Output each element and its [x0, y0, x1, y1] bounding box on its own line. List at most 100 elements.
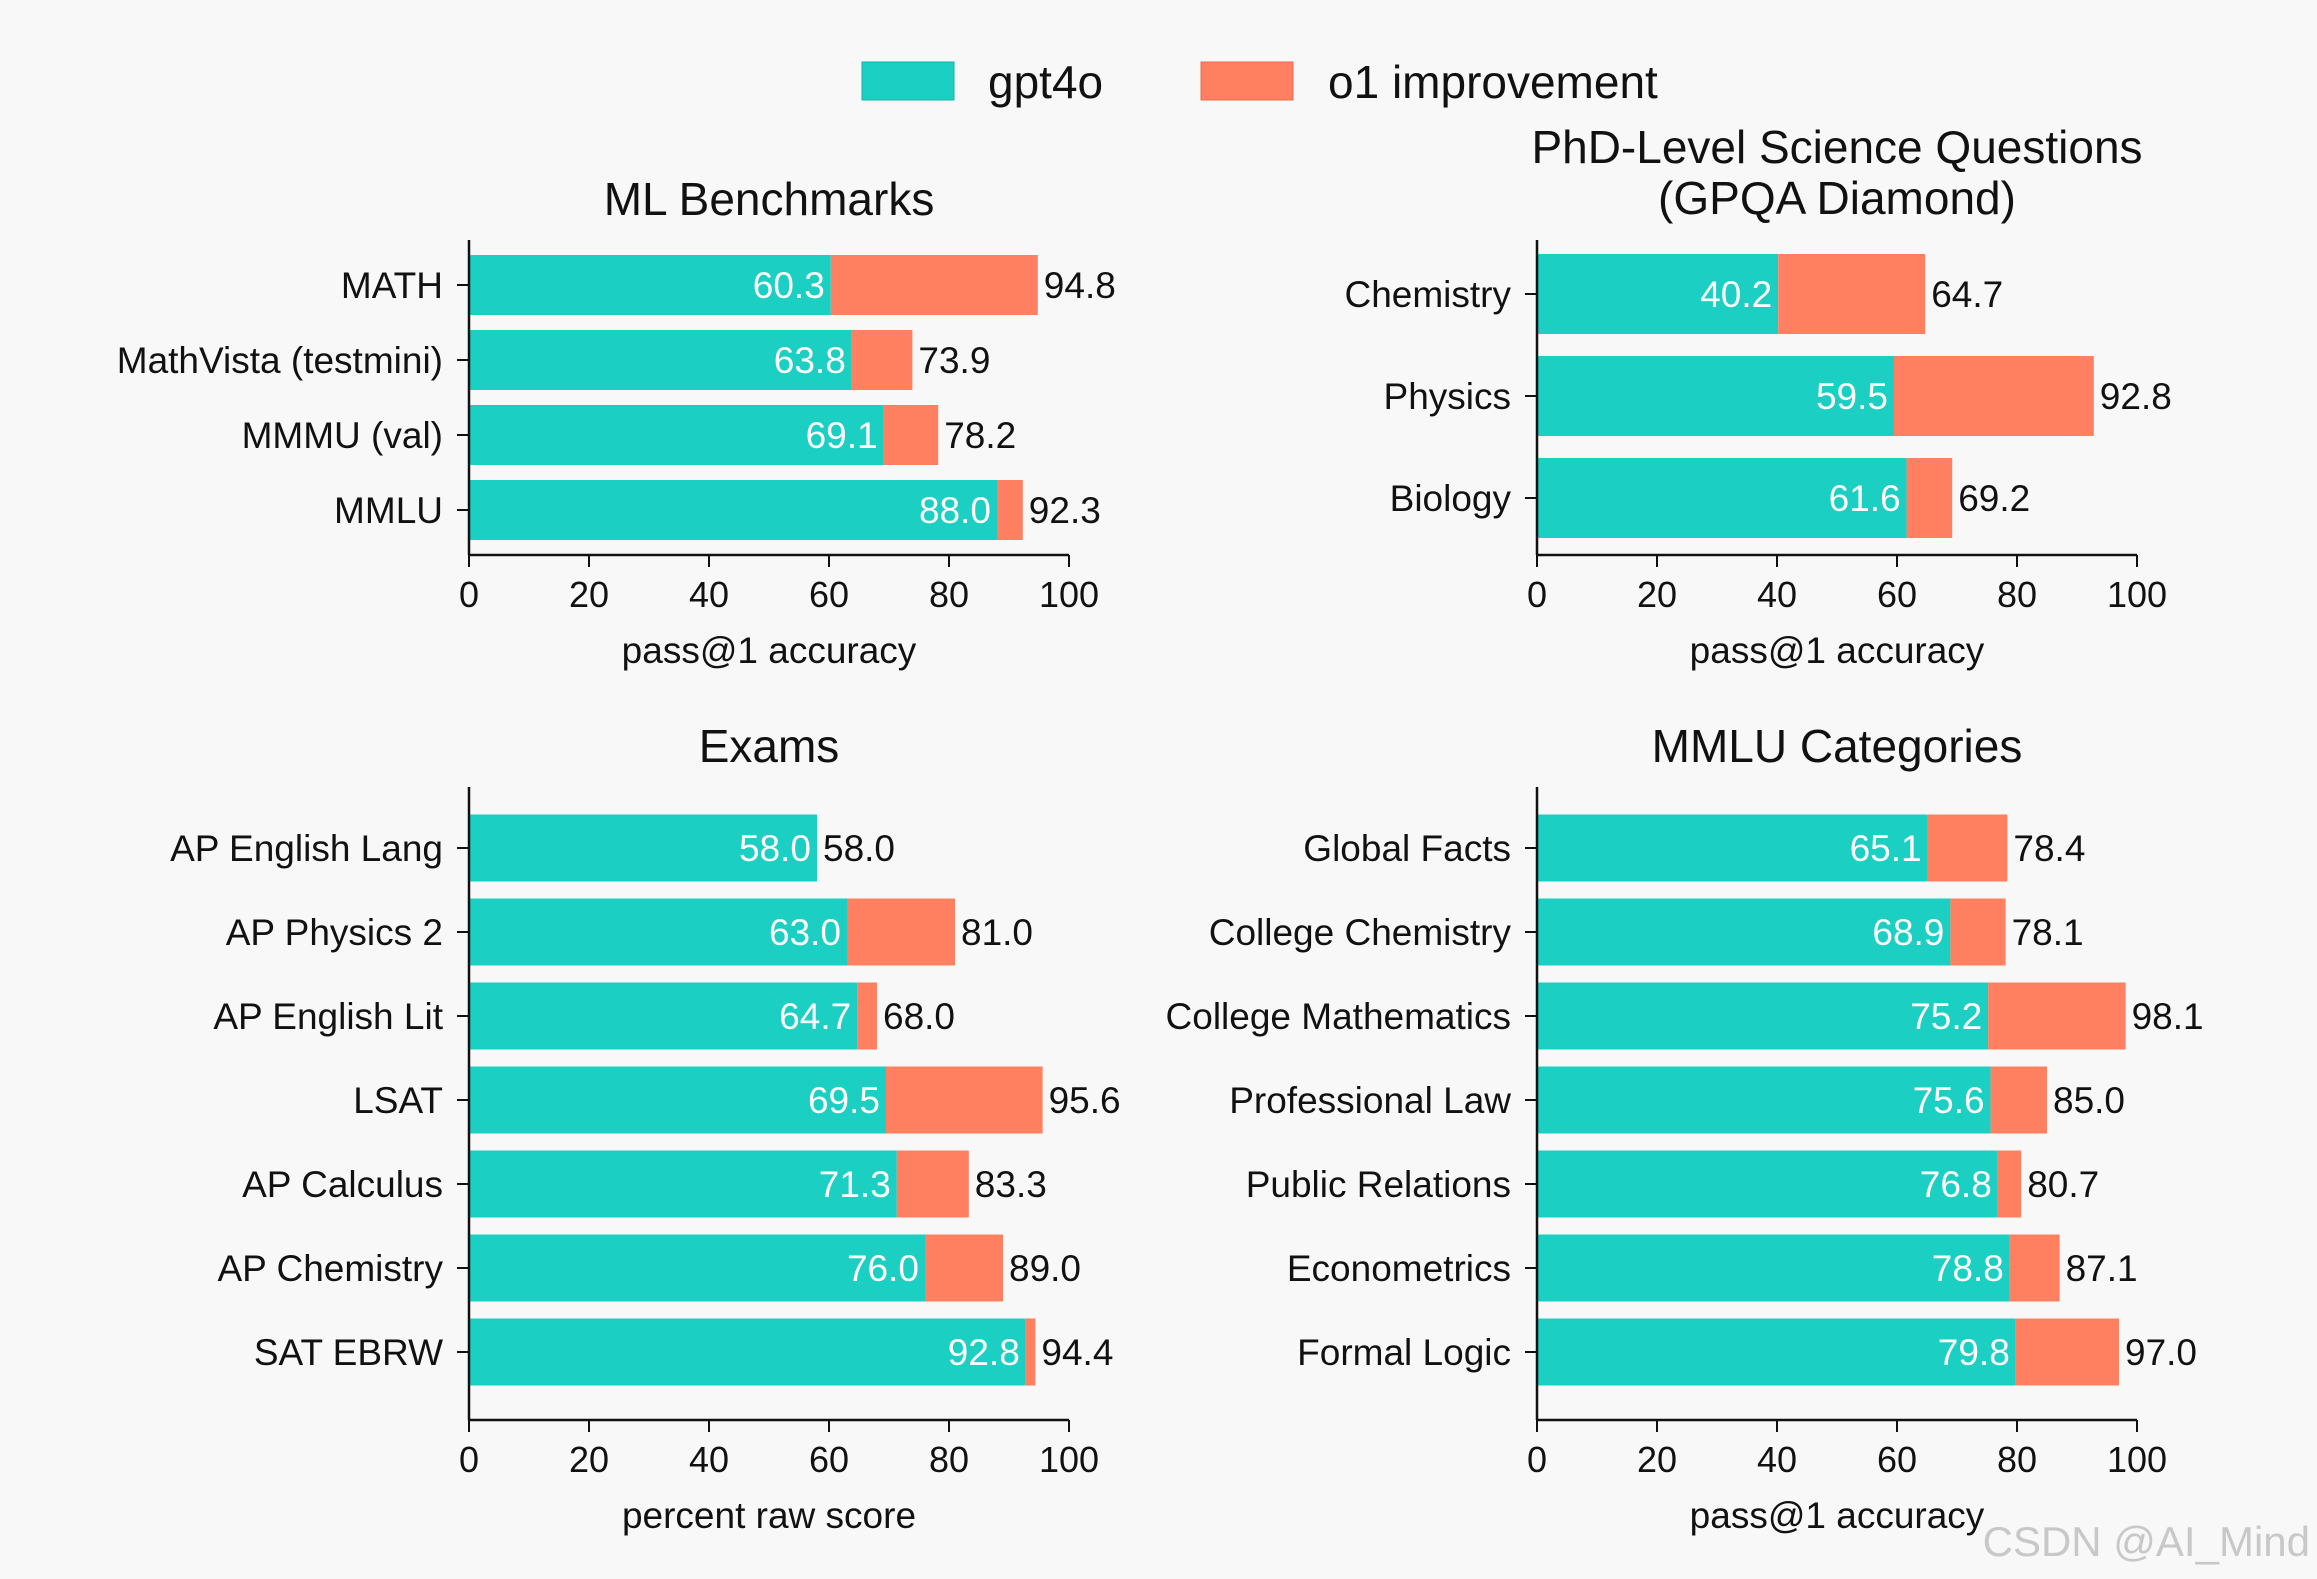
bar-value-label: 76.0 [847, 1248, 919, 1289]
bar-value-label: 65.1 [1850, 828, 1922, 869]
bar-o1-improvement [847, 898, 955, 966]
bar-gpt4o [1537, 814, 1928, 882]
bar-value-label: 78.8 [1932, 1248, 2004, 1289]
legend-label-o1-improvement: o1 improvement [1328, 56, 1658, 108]
bar-o1-improvement [1990, 1066, 2047, 1134]
bar-total-label: 58.0 [823, 828, 895, 869]
x-tick-label: 60 [809, 1439, 849, 1480]
bar-total-label: 98.1 [2132, 996, 2204, 1037]
bar-value-label: 63.0 [769, 912, 841, 953]
bar-gpt4o [469, 330, 852, 390]
x-tick-label: 100 [2107, 1439, 2167, 1480]
bar-gpt4o [469, 480, 997, 540]
bar-total-label: 92.8 [2100, 376, 2172, 417]
bar-o1-improvement [1906, 458, 1953, 538]
chart-title: MMLU Categories [1652, 720, 2023, 772]
x-tick-label: 60 [809, 574, 849, 615]
category-label: College Chemistry [1209, 912, 1512, 953]
x-tick-label: 40 [689, 574, 729, 615]
bar-value-label: 61.6 [1829, 478, 1901, 519]
bar-value-label: 60.3 [753, 265, 825, 306]
bar-value-label: 92.8 [948, 1332, 1020, 1373]
bar-value-label: 58.0 [739, 828, 811, 869]
bar-total-label: 83.3 [975, 1164, 1047, 1205]
bar-total-label: 89.0 [1009, 1248, 1081, 1289]
x-tick-label: 0 [1527, 574, 1547, 615]
bar-gpt4o [469, 1066, 886, 1134]
bar-o1-improvement [883, 405, 939, 465]
bar-total-label: 94.8 [1044, 265, 1116, 306]
bar-total-label: 94.4 [1041, 1332, 1113, 1373]
category-label: MMLU [334, 490, 443, 531]
bar-o1-improvement [851, 330, 913, 390]
bar-gpt4o [469, 814, 817, 882]
x-axis-label: pass@1 accuracy [1690, 630, 1985, 671]
category-label: SAT EBRW [254, 1332, 443, 1373]
category-label: Public Relations [1246, 1164, 1511, 1205]
category-label: Chemistry [1344, 274, 1511, 315]
bar-gpt4o [469, 898, 847, 966]
legend-swatch-gpt4o [861, 61, 955, 101]
category-label: MMMU (val) [242, 415, 443, 456]
bar-total-label: 78.4 [2013, 828, 2085, 869]
x-tick-label: 40 [1757, 1439, 1797, 1480]
bar-gpt4o [469, 982, 858, 1050]
x-tick-label: 100 [1039, 1439, 1099, 1480]
category-label: College Mathematics [1166, 996, 1511, 1037]
x-tick-label: 20 [1637, 574, 1677, 615]
x-tick-label: 80 [1997, 1439, 2037, 1480]
chart-panel-2: PhD-Level Science Questions(GPQA Diamond… [1344, 121, 2171, 671]
chart-title: Exams [699, 720, 840, 772]
bar-value-label: 71.3 [819, 1164, 891, 1205]
bar-o1-improvement [1950, 898, 2006, 966]
x-tick-label: 0 [459, 574, 479, 615]
x-tick-label: 0 [1527, 1439, 1547, 1480]
bar-o1-improvement [1025, 1318, 1036, 1386]
x-tick-label: 80 [929, 574, 969, 615]
bar-gpt4o [469, 1318, 1026, 1386]
chart-panel-3: Exams 58.0 58.0 AP English Lang 63.0 81.0 AP P… [170, 720, 1121, 1536]
bar-total-label: 80.7 [2027, 1164, 2099, 1205]
bar-gpt4o [1537, 254, 1779, 334]
category-label: MATH [341, 265, 443, 306]
bar-gpt4o [1537, 458, 1907, 538]
x-tick-label: 40 [1757, 574, 1797, 615]
bar-o1-improvement [830, 255, 1038, 315]
bar-gpt4o [1537, 356, 1894, 436]
x-tick-label: 20 [569, 1439, 609, 1480]
x-tick-label: 40 [689, 1439, 729, 1480]
watermark: CSDN @AI_Mind [1983, 1518, 2310, 1565]
x-axis-label: pass@1 accuracy [622, 630, 917, 671]
category-label: AP English Lit [213, 996, 443, 1037]
bar-total-label: 81.0 [961, 912, 1033, 953]
legend: gpt4o o1 improvement [861, 56, 1658, 108]
category-label: AP Calculus [242, 1164, 443, 1205]
bar-gpt4o [469, 405, 884, 465]
category-label: AP Physics 2 [226, 912, 443, 953]
bar-value-label: 40.2 [1700, 274, 1772, 315]
category-label: Physics [1384, 376, 1511, 417]
category-label: LSAT [353, 1080, 443, 1121]
x-tick-label: 80 [929, 1439, 969, 1480]
bar-value-label: 68.9 [1872, 912, 1944, 953]
bar-total-label: 97.0 [2125, 1332, 2197, 1373]
x-tick-label: 60 [1877, 1439, 1917, 1480]
bar-value-label: 59.5 [1816, 376, 1888, 417]
bar-gpt4o [1537, 1066, 1991, 1134]
bar-value-label: 88.0 [919, 490, 991, 531]
x-tick-label: 20 [569, 574, 609, 615]
bar-value-label: 79.8 [1938, 1332, 2010, 1373]
chart-title: PhD-Level Science Questions [1531, 121, 2142, 173]
bar-value-label: 63.8 [774, 340, 846, 381]
legend-label-gpt4o: gpt4o [988, 56, 1103, 108]
bar-o1-improvement [2015, 1318, 2119, 1386]
chart-panel-1: ML Benchmarks 60.3 94.8 MATH 63.8 73.9 MathVis… [117, 173, 1116, 671]
x-tick-label: 100 [2107, 574, 2167, 615]
bar-gpt4o [1537, 1318, 2016, 1386]
bar-o1-improvement [886, 1066, 1043, 1134]
bar-total-label: 73.9 [918, 340, 990, 381]
bar-total-label: 64.7 [1931, 274, 2003, 315]
bar-gpt4o [469, 1234, 925, 1302]
bar-gpt4o [1537, 982, 1989, 1050]
category-label: AP English Lang [170, 828, 443, 869]
